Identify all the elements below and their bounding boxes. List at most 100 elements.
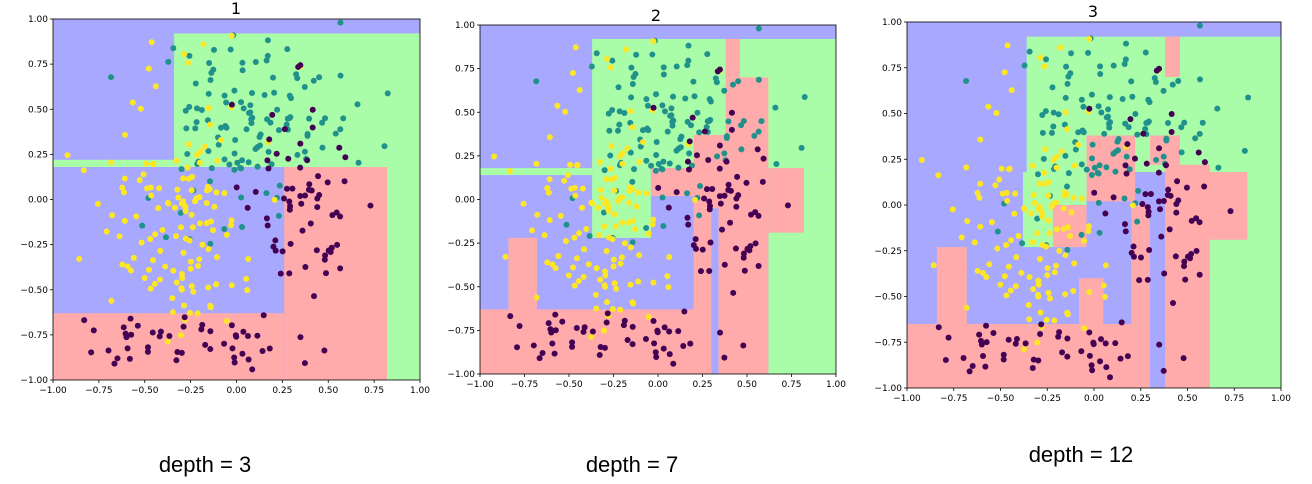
data-point-teal — [1160, 153, 1167, 160]
data-point-teal — [1078, 231, 1085, 238]
data-point-purple — [1201, 159, 1208, 166]
chart-panel-1: 1 depth = 3 −1.00 −0.75 −0.50 −0.25 0.00 0.25… — [20, 0, 430, 477]
data-point-purple — [624, 337, 631, 344]
data-point-purple — [1056, 329, 1063, 336]
data-point-yellow — [207, 218, 214, 225]
data-point-purple — [302, 264, 309, 271]
data-point-yellow — [650, 279, 657, 286]
data-point-yellow — [565, 272, 572, 279]
data-point-purple — [231, 354, 238, 361]
data-point-teal — [1163, 135, 1170, 142]
data-point-teal — [245, 159, 252, 166]
data-point-teal — [205, 90, 212, 97]
data-point-yellow — [1070, 288, 1077, 295]
data-point-teal — [994, 228, 1001, 235]
data-point-purple — [536, 355, 543, 362]
data-point-teal — [1126, 166, 1133, 173]
decision-region-red — [768, 168, 804, 233]
data-point-teal — [310, 77, 317, 84]
data-point-purple — [675, 328, 682, 335]
data-point-purple — [1037, 331, 1044, 338]
data-point-yellow — [127, 267, 134, 274]
decision-region-green — [480, 168, 593, 176]
data-point-yellow — [109, 212, 116, 219]
data-point-purple — [1102, 340, 1109, 347]
data-point-yellow — [593, 305, 600, 312]
data-point-purple — [629, 341, 636, 348]
data-point-purple — [120, 324, 127, 331]
data-point-teal — [221, 225, 228, 232]
data-point-purple — [960, 355, 967, 362]
data-point-purple — [680, 342, 687, 349]
y-tick-label: 0.25 — [882, 155, 902, 165]
data-point-purple — [254, 332, 261, 339]
data-point-yellow — [1086, 289, 1093, 296]
data-point-purple — [685, 221, 692, 228]
data-point-purple — [516, 322, 523, 329]
y-tick-label: −0.75 — [20, 331, 48, 341]
data-point-teal — [162, 234, 169, 241]
data-point-purple — [755, 263, 762, 270]
data-point-purple — [1064, 335, 1071, 342]
data-point-teal — [294, 151, 301, 158]
data-point-yellow — [187, 265, 194, 272]
data-point-yellow — [621, 240, 628, 247]
data-point-yellow — [170, 267, 177, 274]
data-point-purple — [321, 256, 328, 263]
data-point-purple — [569, 339, 576, 346]
data-point-yellow — [597, 276, 604, 283]
data-point-yellow — [191, 198, 198, 205]
data-point-yellow — [567, 161, 574, 168]
data-point-teal — [649, 51, 656, 58]
data-point-teal — [1110, 150, 1117, 157]
data-point-yellow — [1051, 269, 1058, 276]
data-point-yellow — [116, 233, 123, 240]
data-point-purple — [733, 195, 740, 202]
data-point-teal — [178, 166, 185, 173]
data-point-purple — [144, 344, 151, 351]
data-point-purple — [1035, 357, 1042, 364]
x-tick-label: 0.00 — [648, 380, 668, 390]
data-point-yellow — [533, 160, 540, 167]
data-point-purple — [1160, 198, 1167, 205]
data-point-purple — [1142, 191, 1149, 198]
data-point-yellow — [552, 265, 559, 272]
data-point-purple — [270, 243, 277, 250]
data-point-yellow — [1012, 283, 1019, 290]
data-point-purple — [1146, 247, 1153, 254]
data-point-yellow — [571, 184, 578, 191]
data-point-teal — [1088, 171, 1095, 178]
data-point-purple — [1090, 339, 1097, 346]
data-point-purple — [716, 193, 723, 200]
y-tick-label: 1.00 — [28, 15, 48, 25]
data-point-yellow — [622, 46, 629, 53]
data-point-purple — [174, 349, 181, 356]
data-point-teal — [740, 117, 747, 124]
data-point-yellow — [1053, 164, 1060, 171]
data-point-purple — [603, 319, 610, 326]
data-point-teal — [755, 128, 762, 135]
data-point-yellow — [610, 263, 617, 270]
data-point-yellow — [636, 158, 643, 165]
data-point-yellow — [1101, 293, 1108, 300]
data-point-teal — [207, 77, 214, 84]
data-point-yellow — [692, 196, 699, 203]
data-point-purple — [743, 179, 750, 186]
data-point-teal — [725, 118, 732, 125]
data-point-yellow — [602, 272, 609, 279]
data-point-purple — [1059, 349, 1066, 356]
data-point-purple — [304, 157, 311, 164]
data-point-purple — [1005, 336, 1012, 343]
data-point-yellow — [1044, 265, 1051, 272]
data-point-purple — [1168, 128, 1175, 135]
data-point-purple — [297, 164, 304, 171]
data-point-yellow — [635, 278, 642, 285]
data-point-yellow — [64, 152, 71, 159]
data-point-yellow — [1029, 162, 1036, 169]
data-point-purple — [670, 360, 677, 367]
data-point-purple — [272, 237, 279, 244]
data-point-yellow — [1071, 260, 1078, 267]
data-point-purple — [337, 265, 344, 272]
data-point-teal — [801, 93, 808, 100]
data-point-teal — [669, 118, 676, 125]
